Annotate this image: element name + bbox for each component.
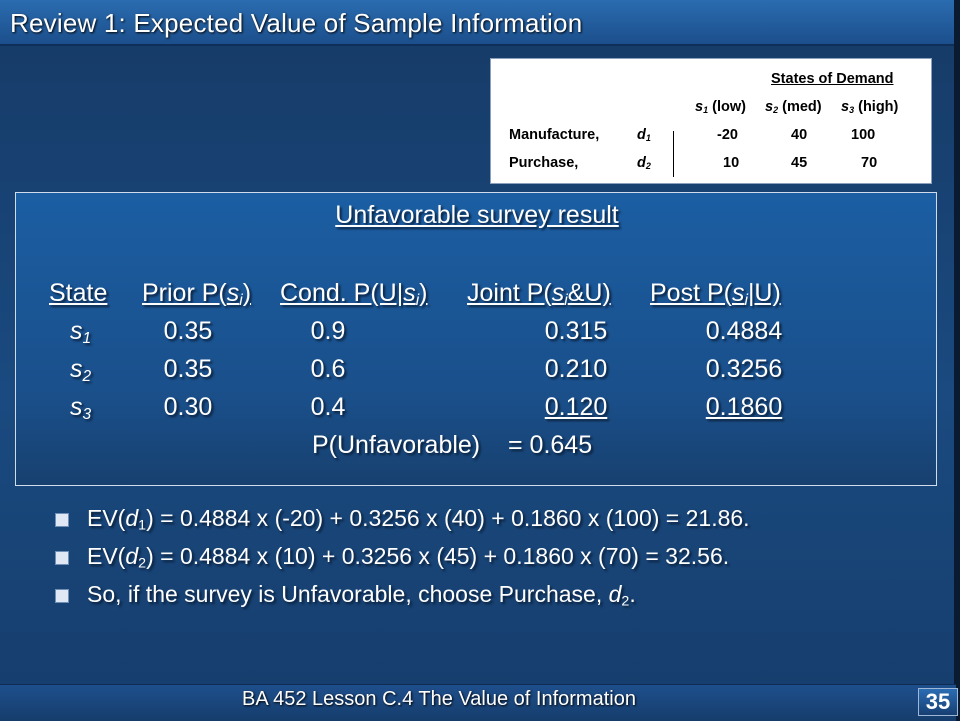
header-joint: Joint P(si&U) [467, 279, 611, 309]
joint-value: 0.120 [544, 393, 608, 421]
square-bullet-icon [55, 550, 69, 565]
header-cond: Cond. P(U|si) [280, 279, 428, 309]
footer-course: BA 452 Lesson C.4 The Value of Informati… [242, 688, 636, 710]
payoff-cell: 70 [861, 155, 878, 171]
payoff-col-3: s3 (high) [841, 99, 899, 116]
cond-value: 0.6 [310, 355, 346, 383]
cond-value: 0.4 [310, 393, 346, 421]
post-value: 0.4884 [705, 317, 783, 345]
cond-value: 0.9 [310, 317, 346, 345]
post-value: 0.3256 [705, 355, 783, 383]
payoff-divider [673, 131, 674, 177]
slide-title: Review 1: Expected Value of Sample Infor… [10, 8, 583, 38]
header-post: Post P(si|U) [650, 279, 781, 309]
prior-value: 0.30 [163, 393, 213, 421]
post-value: 0.1860 [705, 393, 783, 421]
state-label: s2 [70, 355, 92, 385]
square-bullet-icon [55, 512, 69, 527]
total-label: P(Unfavorable) [312, 431, 481, 459]
posterior-panel: Unfavorable survey result State Prior P(… [15, 192, 937, 486]
payoff-heading: States of Demand [771, 71, 894, 87]
state-label: s3 [70, 393, 92, 423]
joint-value: 0.210 [544, 355, 608, 383]
state-label: s1 [70, 317, 92, 347]
payoff-cell: 10 [723, 155, 740, 171]
prior-value: 0.35 [163, 317, 213, 345]
payoff-cell: 100 [851, 127, 876, 143]
bullet-ev-d1: EV(d1) = 0.4884 x (-20) + 0.3256 x (40) … [55, 505, 750, 533]
payoff-cell: 40 [791, 127, 808, 143]
payoff-row-2-name: Purchase, [509, 155, 579, 171]
joint-value: 0.315 [544, 317, 608, 345]
panel-title: Unfavorable survey result [335, 201, 619, 229]
payoff-col-1: s1 (low) [695, 99, 746, 116]
title-bar [0, 0, 956, 46]
bullet-decision: So, if the survey is Unfavorable, choose… [55, 581, 636, 609]
payoff-cell: 45 [791, 155, 808, 171]
bullet-ev-d2: EV(d2) = 0.4884 x (10) + 0.3256 x (45) +… [55, 543, 729, 571]
footer-bar [0, 684, 956, 721]
page-number: 35 [918, 688, 958, 716]
payoff-row-2-symbol: d2 [637, 155, 651, 172]
square-bullet-icon [55, 588, 69, 603]
slide-edge [954, 0, 960, 720]
header-state: State [49, 279, 108, 307]
header-prior: Prior P(si) [142, 279, 252, 309]
total-value: = 0.645 [508, 431, 593, 459]
payoff-row-1-symbol: d1 [637, 127, 651, 144]
payoff-table: States of Demand s1 (low) s2 (med) s3 (h… [490, 58, 932, 184]
payoff-col-2: s2 (med) [765, 99, 822, 116]
payoff-cell: -20 [717, 127, 738, 143]
payoff-row-1-name: Manufacture, [509, 127, 600, 143]
prior-value: 0.35 [163, 355, 213, 383]
